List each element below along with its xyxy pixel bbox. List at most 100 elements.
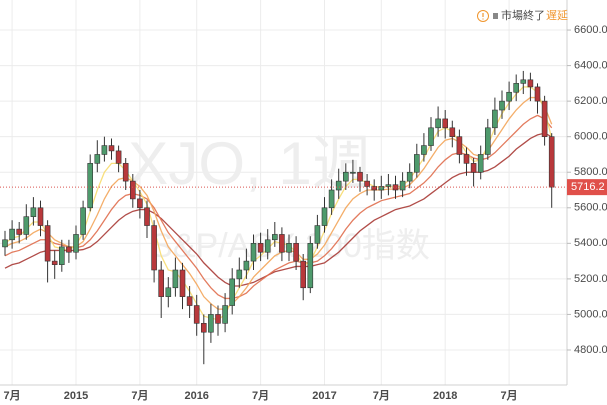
x-tick-label: 7月: [373, 389, 390, 402]
candle-body: [23, 216, 30, 235]
status-text: 市場終了: [501, 8, 545, 22]
candle-body: [527, 79, 534, 88]
candle-body: [342, 171, 349, 182]
candle-body: [51, 260, 58, 265]
candle-body: [151, 225, 157, 271]
candle-body: [357, 171, 363, 182]
candle-body: [264, 239, 271, 253]
candle-body: [271, 234, 278, 241]
watermark-title: XJO, 1週: [128, 130, 371, 197]
candle-body: [58, 246, 65, 265]
candle-body: [37, 207, 44, 226]
candle-body: [385, 184, 392, 187]
candle-body: [179, 269, 186, 297]
candle-body: [236, 269, 243, 280]
candle-body: [222, 305, 228, 324]
candle-body: [548, 136, 555, 188]
candle-body: [165, 287, 172, 297]
candle-body: [94, 154, 101, 164]
candle-body: [9, 228, 15, 241]
candle-body: [378, 186, 385, 191]
candle-body: [541, 100, 548, 137]
candle-body: [520, 79, 527, 84]
candle-body: [144, 207, 150, 226]
y-tick-label: 5200.0: [574, 273, 607, 285]
y-tick-label: 6000.0: [574, 131, 607, 143]
candle-body: [279, 234, 285, 253]
candle-body: [115, 150, 122, 164]
candle-body: [406, 171, 413, 182]
candle-body: [257, 243, 264, 253]
candle-body: [307, 243, 314, 289]
candle-body: [130, 180, 136, 200]
candle-body: [80, 207, 86, 235]
status-square: [493, 13, 498, 19]
candle-body: [350, 171, 356, 174]
y-tick-label: 4800.0: [574, 344, 607, 356]
y-tick-label: 6200.0: [574, 95, 607, 107]
axes: 4800.0 5000.0 5200.0 5400.0 5600.0 5800.0 6000…: [4, 24, 607, 402]
candle-body: [371, 186, 378, 191]
candle-body: [506, 91, 512, 102]
candle-body: [122, 163, 129, 182]
candle-body: [300, 260, 307, 289]
x-tick-label: 2018: [433, 390, 457, 402]
candle-body: [428, 127, 434, 146]
y-tick-label: 6600.0: [574, 24, 607, 36]
candle-body: [286, 243, 292, 253]
grid: [0, 0, 567, 385]
candle-body: [442, 118, 449, 129]
candle-body: [137, 198, 143, 209]
x-tick-label: 7月: [252, 389, 269, 402]
candle-body: [499, 100, 505, 111]
candle-body: [399, 180, 406, 191]
candle-body: [456, 136, 463, 155]
candle-body: [321, 207, 328, 226]
candle-body: [243, 260, 250, 271]
candle-body: [193, 305, 200, 324]
x-tick-label: 7月: [501, 389, 518, 402]
candle-body: [470, 163, 477, 173]
last-price-tag: [567, 179, 607, 196]
candle-body: [293, 243, 299, 262]
delay-text[interactable]: 遅延: [546, 9, 568, 22]
x-tick-label: 7月: [4, 389, 21, 402]
candle-body: [208, 314, 214, 333]
last-price-label: 5716.2: [571, 181, 605, 193]
candle-body: [328, 189, 335, 209]
candle-body: [158, 269, 164, 297]
candle-body: [534, 86, 541, 102]
candle-body: [215, 314, 221, 324]
x-tick-label: 2017: [312, 390, 336, 402]
y-tick-label: 5600.0: [574, 202, 607, 214]
x-tick-label: 7月: [131, 389, 148, 402]
candle-body: [201, 323, 207, 333]
candle-body: [421, 145, 427, 155]
y-tick-label: 5400.0: [574, 237, 607, 249]
candle-body: [477, 154, 484, 173]
candle-body: [108, 145, 115, 152]
y-tick-label: 5000.0: [574, 308, 607, 320]
candle-body: [413, 154, 420, 173]
candle-body: [87, 163, 93, 209]
candle-body: [463, 154, 470, 164]
candle-body: [101, 145, 108, 155]
candle-body: [186, 296, 193, 306]
candle-body: [30, 207, 37, 217]
candle-body: [66, 246, 72, 253]
candle-body: [16, 228, 23, 235]
candle-body: [229, 278, 235, 306]
candle-body: [44, 225, 51, 262]
candle-body: [314, 225, 321, 244]
candle-body: [484, 127, 491, 155]
candle-body: [2, 239, 8, 248]
candle-body: [172, 269, 179, 289]
y-tick-label: 6400.0: [574, 59, 607, 71]
status-icon: [477, 10, 489, 22]
x-tick-label: 2015: [64, 390, 88, 402]
candle-body: [449, 127, 456, 137]
status: 市場終了 遅延: [477, 8, 568, 22]
candle-body: [335, 180, 342, 191]
y-tick-label: 5800.0: [574, 166, 607, 178]
